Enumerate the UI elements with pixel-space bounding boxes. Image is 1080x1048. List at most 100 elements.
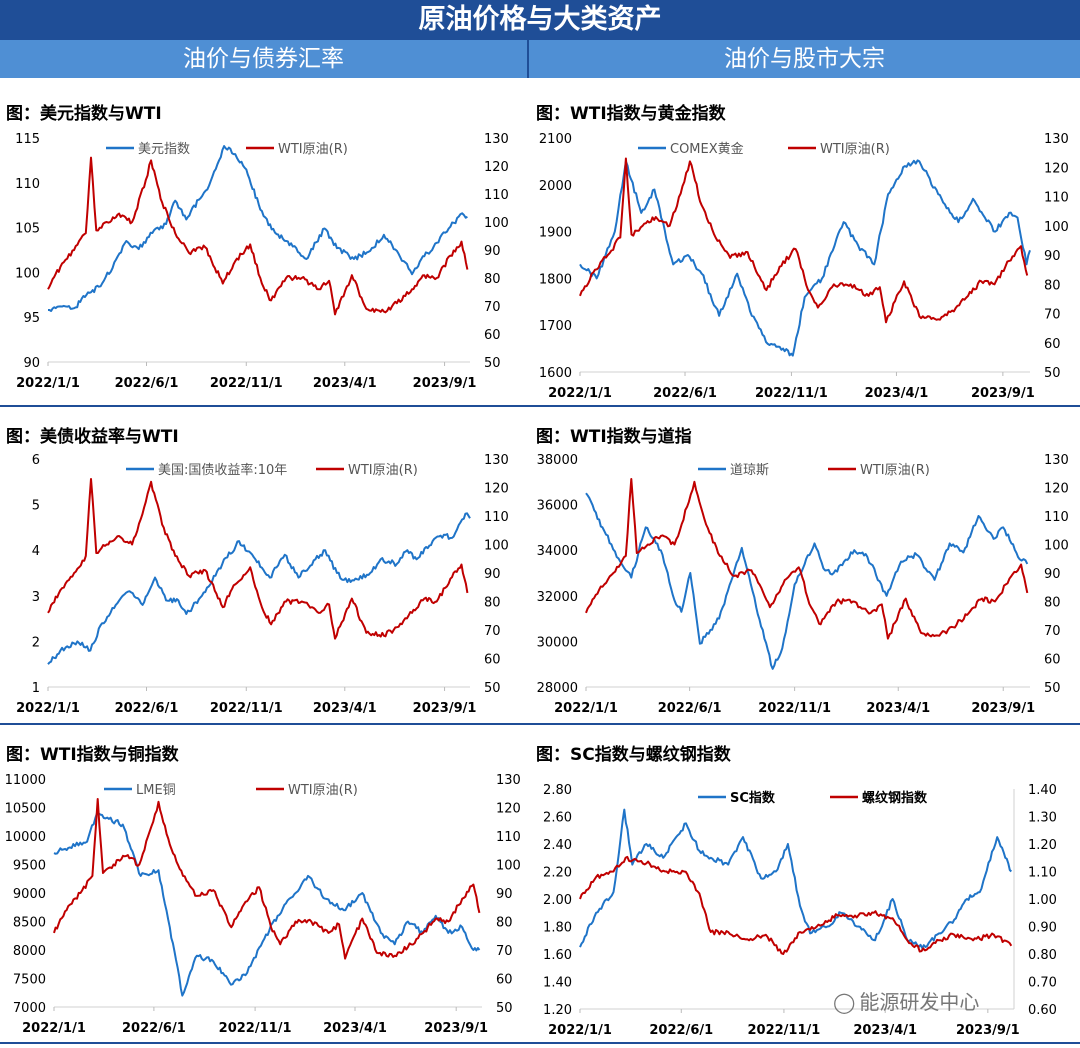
legend-label: WTI原油(R)	[860, 463, 930, 478]
y-left-tick-label: 38000	[537, 453, 578, 468]
y-right-tick-label: 70	[1044, 308, 1061, 323]
legend-label: WTI原油(R)	[278, 142, 348, 157]
y-right-tick-label: 120	[484, 160, 509, 175]
y-right-tick-label: 1.30	[1028, 811, 1057, 826]
y-left-tick-label: 36000	[537, 499, 578, 514]
x-tick-label: 2023/4/1	[323, 1021, 387, 1036]
chart-title-rebar: 图：SC指数与螺纹钢指数	[536, 745, 731, 765]
y-left-tick-label: 9500	[13, 859, 46, 874]
x-tick-label: 2022/6/1	[115, 701, 179, 716]
y-right-tick-label: 70	[1044, 624, 1061, 639]
y-right-tick-label: 90	[484, 567, 501, 582]
y-right-tick-label: 100	[484, 539, 509, 554]
y-right-tick-label: 100	[1044, 220, 1069, 235]
y-left-tick-label: 110	[15, 177, 40, 192]
page-banner: 原油价格与大类资产	[0, 0, 1080, 40]
x-tick-label: 2022/1/1	[22, 1021, 86, 1036]
header-divider	[527, 40, 529, 78]
y-left-tick-label: 9000	[13, 887, 46, 902]
legend-label: COMEX黄金	[670, 141, 744, 157]
y-left-tick-label: 7000	[13, 1001, 46, 1016]
x-tick-label: 2023/9/1	[971, 386, 1035, 400]
y-left-tick-label: 3	[32, 590, 40, 605]
series-line-primary	[585, 492, 1029, 670]
x-tick-label: 2022/11/1	[755, 386, 828, 400]
y-left-tick-label: 100	[15, 266, 40, 281]
series-line-secondary	[47, 156, 469, 316]
y-right-tick-label: 1.40	[1028, 783, 1057, 798]
y-right-tick-label: 1.00	[1028, 893, 1057, 908]
y-left-tick-label: 2.80	[543, 783, 572, 798]
y-right-tick-label: 110	[1044, 510, 1069, 525]
row-divider-1	[0, 405, 1080, 407]
y-left-tick-label: 2000	[539, 179, 572, 194]
y-right-tick-label: 80	[1044, 278, 1061, 293]
dow-wti-chart: 28000 30000 32000 34000 36000 38000 50 60 70 80 90…	[537, 453, 1069, 716]
y-right-tick-label: 90	[484, 244, 501, 259]
y-right-tick-label: 60	[484, 653, 501, 668]
y-right-tick-label: 110	[484, 510, 509, 525]
x-tick-label: 2022/6/1	[649, 1023, 713, 1038]
y-left-tick-label: 34000	[537, 544, 578, 559]
x-tick-label: 2022/6/1	[653, 386, 717, 400]
sc-rebar-chart: 1.20 1.40 1.60 1.80 2.00 2.20 2.40 2.60 2.80 0.60…	[543, 783, 1057, 1038]
series-line-primary	[579, 159, 1031, 357]
y-right-tick-label: 60	[1044, 653, 1061, 668]
watermark: ◯ 能源研发中心	[833, 986, 979, 1015]
chart-title-gold: 图：WTI指数与黄金指数	[536, 104, 726, 124]
y-left-tick-label: 32000	[537, 590, 578, 605]
y-right-tick-label: 130	[484, 453, 509, 468]
y-right-tick-label: 0.90	[1028, 921, 1057, 936]
chart-panel-copper: 7000 7500 8000 8500 9000 9500 10000 10500 11000 5…	[0, 763, 527, 1040]
series-line-secondary	[47, 478, 469, 640]
x-tick-label: 2022/11/1	[748, 1023, 821, 1038]
x-tick-label: 2023/4/1	[313, 701, 377, 716]
y-left-tick-label: 1900	[539, 226, 572, 241]
legend-label: 螺纹钢指数	[862, 790, 928, 806]
y-right-tick-label: 120	[496, 802, 521, 817]
series-line-secondary	[585, 478, 1029, 640]
y-left-tick-label: 7500	[13, 973, 46, 988]
y-right-tick-label: 90	[1044, 249, 1061, 264]
chart-title-copper: 图：WTI指数与铜指数	[6, 745, 179, 765]
chart-panel-usd: 90 95 100 105 110 115 50 60 70 80 90 100 110 120 130 20…	[0, 122, 527, 400]
y-right-tick-label: 50	[1044, 681, 1061, 696]
series-line-primary	[47, 512, 471, 665]
y-left-tick-label: 2100	[539, 132, 572, 147]
copper-wti-chart: 7000 7500 8000 8500 9000 9500 10000 10500 11000 5…	[5, 773, 521, 1036]
x-tick-label: 2023/4/1	[853, 1023, 917, 1038]
y-right-tick-label: 100	[1044, 539, 1069, 554]
x-tick-label: 2022/11/1	[758, 701, 831, 716]
y-left-tick-label: 30000	[537, 635, 578, 650]
x-tick-label: 2023/9/1	[413, 376, 477, 391]
legend-label: WTI原油(R)	[820, 142, 890, 157]
series-line-primary	[48, 145, 468, 312]
x-tick-label: 2022/6/1	[122, 1021, 186, 1036]
y-left-tick-label: 2.40	[543, 838, 572, 853]
chart-panel-rebar: 1.20 1.40 1.60 1.80 2.00 2.20 2.40 2.60 2.80 0.60…	[530, 763, 1080, 1040]
series-line-secondary	[53, 798, 481, 960]
series-line-secondary	[579, 157, 1029, 324]
x-tick-label: 2022/6/1	[115, 376, 179, 391]
chart-title-dow: 图：WTI指数与道指	[536, 427, 692, 447]
y-right-tick-label: 110	[484, 188, 509, 203]
x-tick-label: 2022/6/1	[658, 701, 722, 716]
legend-label: 道琼斯	[730, 463, 769, 478]
y-left-tick-label: 1	[32, 681, 40, 696]
y-right-tick-label: 130	[484, 132, 509, 147]
y-right-tick-label: 110	[1044, 191, 1069, 206]
y-right-tick-label: 50	[1044, 366, 1061, 381]
y-right-tick-label: 120	[484, 482, 509, 497]
y-right-tick-label: 1.20	[1028, 838, 1057, 853]
y-right-tick-label: 50	[484, 681, 501, 696]
x-tick-label: 2023/4/1	[866, 701, 930, 716]
y-left-tick-label: 1800	[539, 272, 572, 287]
y-right-tick-label: 130	[496, 773, 521, 788]
y-right-tick-label: 60	[484, 328, 501, 343]
chart-panel-dow: 28000 30000 32000 34000 36000 38000 50 60 70 80 90…	[530, 445, 1080, 720]
usd-wti-chart: 90 95 100 105 110 115 50 60 70 80 90 100 110 120 130 20…	[15, 132, 509, 391]
y-left-tick-label: 11000	[5, 773, 46, 788]
legend-label: 美国:国债收益率:10年	[158, 462, 287, 478]
y-left-tick-label: 5	[32, 499, 40, 514]
y-right-tick-label: 0.60	[1028, 1003, 1057, 1018]
